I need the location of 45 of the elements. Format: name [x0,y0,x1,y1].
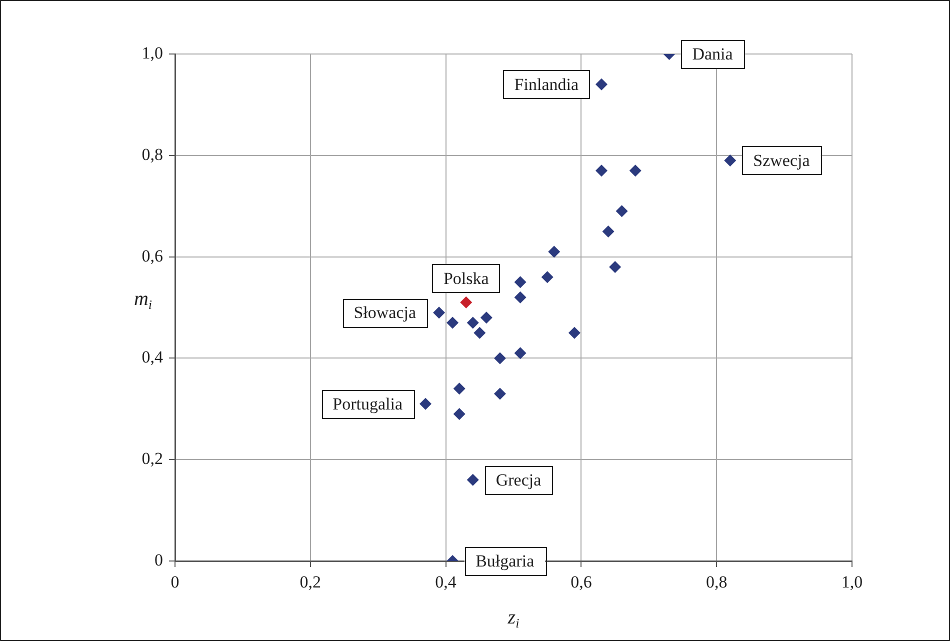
point [609,260,622,273]
point [460,296,472,308]
point [453,382,466,395]
point [514,347,526,360]
annotation: Grecja [496,470,542,490]
point [568,326,580,339]
y-tick-label: 0,8 [142,144,163,164]
y-tick-label: 0,2 [142,449,163,468]
point [453,408,466,420]
point [514,291,526,304]
point [724,154,736,166]
annotation: Finlandia [514,74,579,94]
point [494,388,506,400]
point [466,474,479,486]
point [548,246,560,258]
point [480,312,492,324]
annotation: Słowacja [354,303,416,322]
annotation: Dania [692,44,734,64]
x-tick-label: 0,2 [300,572,322,592]
point [419,398,432,410]
point [494,352,506,364]
annotation: Polska [443,268,490,288]
point [474,326,486,339]
point [466,316,479,329]
point [602,225,614,238]
y-tick-label: 1,0 [142,43,163,62]
x-tick-label: 0 [170,572,180,592]
annotation: Portugalia [332,394,403,414]
y-tick-label: 0 [154,550,163,570]
x-tick-label: 0,4 [435,572,457,592]
point [629,164,642,177]
point [616,205,628,218]
x-tick-label: 0,6 [570,572,592,592]
point [433,306,446,319]
point [596,78,608,90]
point [596,164,608,177]
annotation: Bułgaria [476,551,535,570]
x-tick-label: 1,0 [841,572,863,592]
point [541,271,554,284]
x-tick-label: 0,8 [706,572,728,592]
y-tick-label: 0,6 [142,246,163,266]
point [514,276,526,288]
annotation: Szwecja [753,150,810,170]
y-tick-label: 0,4 [142,348,164,367]
point [446,316,459,329]
